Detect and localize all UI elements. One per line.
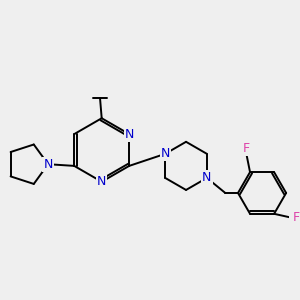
Text: N: N [202, 171, 212, 184]
Text: N: N [97, 175, 106, 188]
Text: F: F [293, 211, 300, 224]
Text: N: N [160, 147, 170, 160]
Text: N: N [124, 128, 134, 141]
Text: F: F [243, 142, 250, 154]
Text: N: N [44, 158, 53, 171]
